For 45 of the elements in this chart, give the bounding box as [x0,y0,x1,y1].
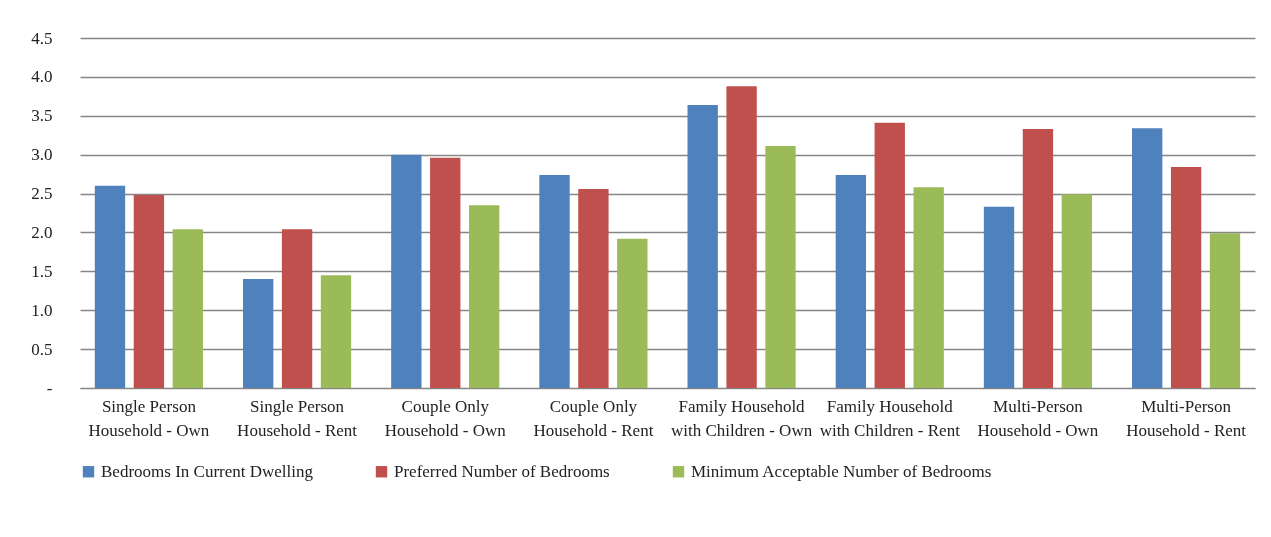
bar [1209,233,1241,388]
legend-label: Minimum Acceptable Number of Bedrooms [691,461,992,481]
bar [539,174,570,388]
x-tick-label: Single Person Household - Own [88,396,210,440]
bar [578,188,609,388]
legend-label: Bedrooms In Current Dwelling [101,461,314,481]
bar [391,154,422,388]
legend-label: Preferred Number of Bedrooms [394,461,610,481]
bar [1061,194,1093,388]
y-tick-label: 0.5 [31,339,53,359]
y-tick-label: - [46,378,53,398]
bar [94,185,126,388]
y-tick-label: 4.0 [31,67,53,87]
bar [281,229,313,388]
bar [1170,167,1202,388]
y-tick-label: 3.0 [31,145,53,165]
bar [430,157,461,388]
y-tick-label: 2.0 [31,222,53,242]
x-tick-label: Multi-Person Household - Rent [1126,396,1247,440]
bar [1132,128,1163,388]
bar [874,122,905,388]
bar [133,195,165,388]
bar [172,229,203,388]
bar [468,205,500,388]
bar [1022,129,1054,388]
bar [320,275,352,388]
y-tick-label: 1.0 [31,300,53,320]
bar [687,104,718,388]
y-tick-label: 3.5 [31,106,53,126]
x-tick-label: Family Household with Children - Rent [819,396,961,440]
bar [913,187,944,388]
bar [726,86,757,388]
x-tick-label: Family Household with Children - Own [670,396,813,440]
x-tick-label: Multi-Person Household - Own [977,396,1099,440]
x-tick-label: Couple Only Household - Own [384,396,507,440]
bar [765,146,796,388]
x-tick-label: Couple Only Household - Rent [533,396,654,440]
bar [835,174,867,388]
bar [617,238,648,388]
bar [242,279,274,388]
y-tick-label: 1.5 [31,261,53,281]
bar [983,206,1015,388]
x-tick-label: Single Person Household - Rent [237,396,358,440]
y-tick-label: 4.5 [31,28,53,48]
y-tick-label: 2.5 [31,184,53,204]
